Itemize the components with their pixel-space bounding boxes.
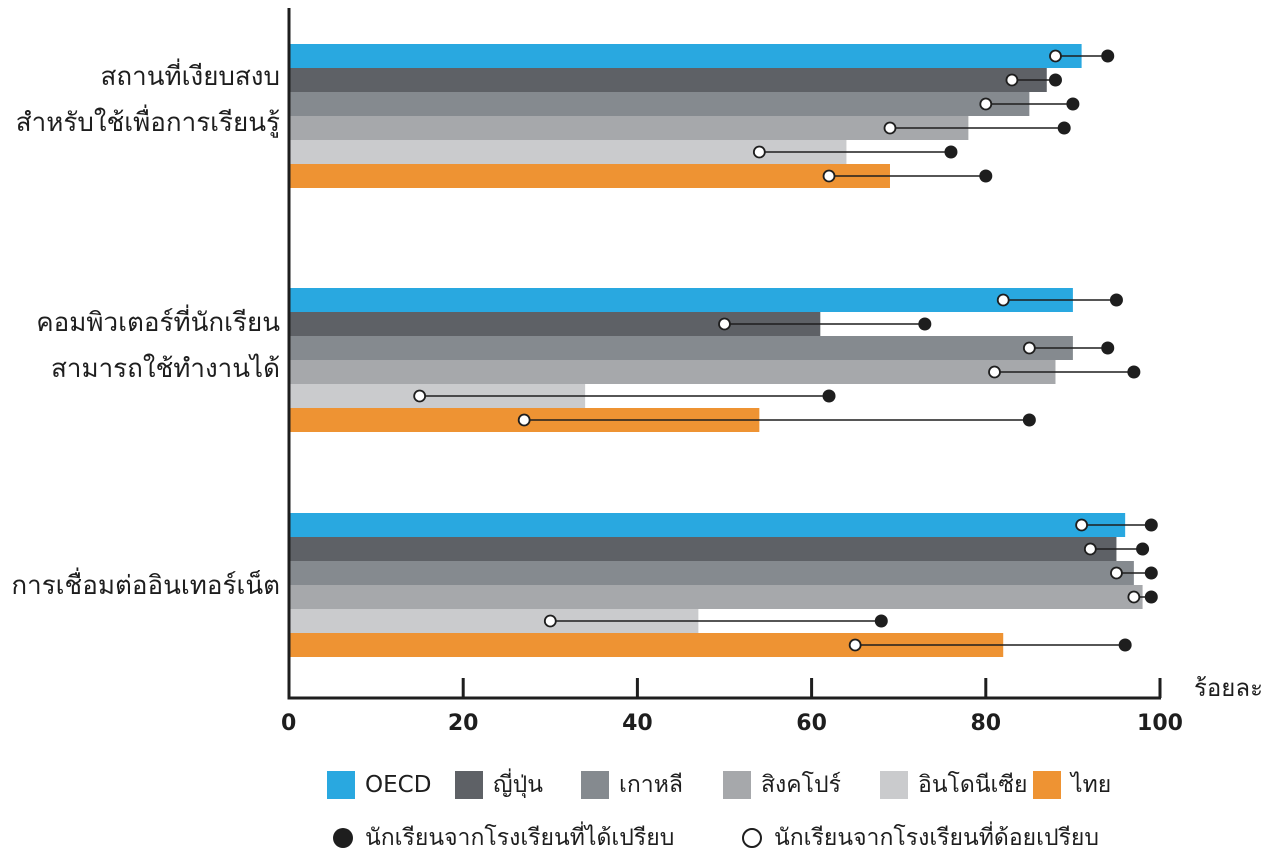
disadvantaged-point [1075, 518, 1089, 532]
advantaged-point [1136, 542, 1150, 556]
bar [289, 513, 1126, 537]
x-tick-label: 60 [796, 711, 827, 736]
legend-item: อินโดนีเซีย [880, 765, 1028, 805]
x-tick-label: 0 [281, 711, 296, 736]
disadvantaged-point [979, 97, 993, 111]
category-label: คอมพิวเตอร์ที่นักเรียน [36, 308, 280, 338]
advantaged-point [1101, 49, 1115, 63]
advantaged-point [1066, 97, 1080, 111]
advantaged-point [1057, 121, 1071, 135]
advantaged-point [1144, 590, 1158, 604]
advantaged-point [1144, 518, 1158, 532]
legend-swatch [455, 771, 483, 799]
disadvantaged-point [822, 169, 836, 183]
legend-item: สิงคโปร์ [723, 765, 841, 805]
advantaged-point [1109, 293, 1123, 307]
advantaged-point [1022, 413, 1036, 427]
filled-dot-icon [333, 828, 353, 848]
advantaged-point [1144, 566, 1158, 580]
advantaged-point [1048, 73, 1062, 87]
disadvantaged-point [1049, 49, 1062, 63]
bar [289, 164, 890, 188]
legend-label: OECD [365, 772, 432, 798]
legend-swatch [723, 771, 751, 799]
bar [289, 561, 1134, 585]
bar [289, 585, 1143, 609]
bar [289, 288, 1073, 312]
legend-label: เกาหลี [619, 772, 683, 798]
legend-swatch [327, 771, 355, 799]
disadvantaged-point [752, 145, 766, 159]
disadvantaged-point [543, 614, 557, 628]
disadvantaged-point [517, 413, 531, 427]
x-tick-label: 100 [1137, 711, 1183, 736]
legend-item: เกาหลี [581, 765, 683, 805]
advantaged-point [918, 317, 932, 331]
legend-item-disadvantaged: นักเรียนจากโรงเรียนที่ด้อยเปรียบ [742, 818, 1099, 858]
advantaged-point [944, 145, 958, 159]
category-label: สามารถใช้ทำงานได้ [50, 354, 280, 384]
disadvantaged-point [883, 121, 897, 135]
legend-swatch [581, 771, 609, 799]
bar [289, 68, 1047, 92]
advantaged-point [1118, 638, 1132, 652]
advantaged-point [874, 614, 888, 628]
advantaged-point [979, 169, 993, 183]
disadvantaged-point [848, 638, 862, 652]
advantaged-point [822, 389, 836, 403]
legend-series: OECD ญี่ปุ่น เกาหลี สิงคโปร์ อินโดนีเซีย ไทย [0, 765, 1280, 805]
x-tick-label: 40 [622, 711, 653, 736]
legend-item: ญี่ปุ่น [455, 765, 543, 805]
disadvantaged-point [1083, 542, 1097, 556]
disadvantaged-point [1022, 341, 1036, 355]
bar [289, 92, 1030, 116]
x-tick-label: 80 [970, 711, 1001, 736]
disadvantaged-point [988, 365, 1001, 379]
legend-swatch [1033, 771, 1061, 799]
bar [289, 537, 1117, 561]
bar [289, 360, 1056, 384]
disadvantaged-point [1005, 73, 1019, 87]
legend-swatch [880, 771, 908, 799]
legend-item-advantaged: นักเรียนจากโรงเรียนที่ได้เปรียบ [333, 818, 674, 858]
x-tick-label: 20 [448, 711, 479, 736]
legend-label: ญี่ปุ่น [493, 772, 543, 798]
legend-label: อินโดนีเซีย [918, 772, 1028, 798]
legend-item: OECD [327, 765, 431, 805]
legend-label: สิงคโปร์ [761, 772, 841, 798]
advantaged-point [1101, 341, 1115, 355]
x-axis-unit: ร้อยละ [1194, 674, 1263, 702]
disadvantaged-point [1127, 590, 1141, 604]
bar [289, 336, 1073, 360]
legend-label: นักเรียนจากโรงเรียนที่ด้อยเปรียบ [774, 825, 1100, 851]
disadvantaged-point [996, 293, 1010, 307]
category-label: สถานที่เงียบสงบ [100, 62, 280, 92]
legend-label: นักเรียนจากโรงเรียนที่ได้เปรียบ [365, 825, 675, 851]
legend-item: ไทย [1033, 765, 1111, 805]
bar [289, 116, 969, 140]
bar [289, 44, 1082, 68]
category-label: การเชื่อมต่ออินเทอร์เน็ต [11, 571, 280, 601]
legend-markers: นักเรียนจากโรงเรียนที่ได้เปรียบ นักเรียน… [0, 818, 1280, 858]
disadvantaged-point [413, 389, 427, 403]
legend-label: ไทย [1071, 772, 1112, 798]
advantaged-point [1127, 365, 1141, 379]
hollow-dot-icon [742, 828, 762, 848]
category-label: สำหรับใช้เพื่อการเรียนรู้ [15, 108, 280, 138]
disadvantaged-point [718, 317, 731, 331]
disadvantaged-point [1110, 566, 1123, 580]
